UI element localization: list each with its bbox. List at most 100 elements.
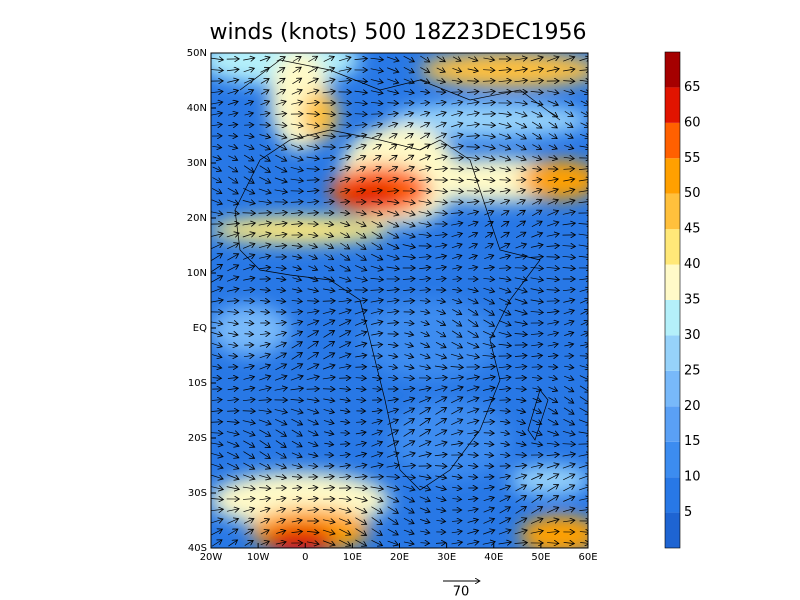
wind-vector: [386, 243, 399, 248]
wind-vector: [388, 123, 397, 126]
wind-vector: [434, 454, 447, 456]
wind-vector: [499, 288, 511, 292]
wind-vector: [578, 256, 588, 257]
wind-vector: [403, 441, 414, 448]
wind-vector: [450, 169, 464, 170]
wind-vector: [292, 57, 301, 62]
wind-vector: [547, 355, 558, 356]
wind-vector: [371, 333, 383, 335]
wind-vector: [435, 278, 446, 279]
wind-vector: [306, 542, 319, 544]
wind-vector: [436, 55, 445, 61]
wind-vector: [323, 488, 335, 489]
wind-vector: [260, 300, 270, 301]
wind-vector: [450, 179, 464, 180]
wind-vector: [548, 157, 557, 159]
wind-vector: [402, 221, 415, 226]
wind-vector: [259, 488, 271, 489]
wind-vector: [324, 254, 333, 259]
wind-vector: [276, 90, 285, 95]
wind-vector: [483, 288, 494, 292]
wind-vector: [404, 355, 413, 358]
wind-vector: [322, 158, 335, 159]
wind-vector: [435, 245, 447, 247]
colorbar-band: [665, 52, 680, 88]
wind-vector: [275, 234, 287, 236]
wind-vector: [308, 266, 317, 270]
wind-vector: [467, 530, 478, 533]
wind-vector: [275, 353, 287, 360]
colorbar-label: 55: [684, 151, 701, 166]
wind-vector: [355, 378, 367, 379]
wind-vector: [387, 419, 399, 425]
wind-vector: [323, 320, 335, 327]
wind-vector: [579, 146, 588, 148]
wind-vector: [515, 389, 527, 390]
wind-vector: [354, 507, 367, 512]
wind-vector: [322, 113, 336, 114]
wind-vector: [290, 144, 303, 150]
wind-vector: [276, 530, 285, 533]
wind-vector: [242, 421, 255, 424]
wind-vector: [322, 520, 335, 523]
wind-vector: [355, 443, 367, 446]
colorbar: 5 10 15 20 25 30 35 40 45 50 55 60 65: [664, 51, 701, 549]
wind-vector: [436, 330, 445, 336]
wind-vector: [339, 388, 350, 389]
wind-vector: [291, 90, 302, 95]
wind-vector: [259, 267, 270, 268]
wind-vector: [547, 200, 559, 205]
wind-vector: [484, 222, 493, 227]
wind-vector: [307, 90, 319, 93]
colorbar-band: [665, 122, 680, 159]
wind-vector: [228, 356, 237, 357]
wind-vector: [564, 134, 573, 138]
wind-vector: [434, 378, 447, 379]
wind-vector: [435, 123, 446, 128]
wind-vector: [243, 451, 254, 459]
wind-vector: [467, 298, 478, 304]
wind-vector: [515, 156, 526, 160]
wind-vector: [339, 342, 350, 349]
wind-vector: [307, 331, 319, 338]
wind-vector: [403, 289, 415, 290]
wind-vector: [547, 431, 558, 435]
wind-vector: [466, 377, 480, 379]
wind-vector: [322, 540, 335, 545]
wind-vector: [228, 146, 237, 149]
wind-vector: [387, 323, 398, 324]
wind-vector: [516, 431, 525, 434]
wind-vector: [291, 418, 302, 425]
wind-vector: [259, 144, 271, 149]
wind-vector: [467, 409, 479, 414]
wind-vector: [404, 113, 413, 115]
wind-vector: [274, 376, 287, 381]
wind-vector: [323, 341, 335, 349]
wind-vector: [499, 507, 511, 514]
wind-vector: [482, 542, 495, 545]
wind-vector: [211, 400, 222, 401]
vector-reference-label: 70: [453, 585, 470, 600]
wind-vector: [244, 322, 254, 323]
wind-vector: [563, 90, 575, 93]
wind-vector: [418, 234, 432, 236]
wind-vector: [579, 407, 588, 414]
wind-vector: [371, 410, 382, 411]
wind-vector: [243, 462, 254, 469]
wind-field: [211, 53, 588, 548]
wind-vector: [212, 167, 222, 171]
wind-vector: [483, 58, 494, 60]
wind-vector: [563, 81, 575, 82]
wind-vector: [531, 431, 542, 435]
wind-vector: [387, 191, 398, 192]
wind-vector: [466, 398, 479, 403]
wind-vector: [482, 367, 496, 368]
wind-vector: [260, 68, 269, 73]
wind-vector: [468, 498, 478, 499]
wind-vector: [323, 190, 335, 192]
wind-vector: [499, 156, 510, 160]
wind-vector: [402, 201, 415, 203]
wind-vector: [388, 355, 397, 357]
wind-vector: [451, 542, 463, 544]
